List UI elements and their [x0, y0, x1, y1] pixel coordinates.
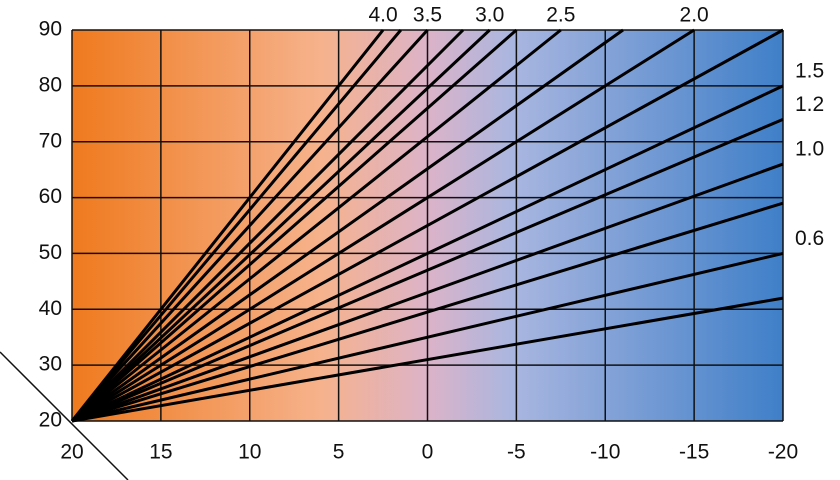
curve-label: 2.0 — [680, 4, 709, 27]
heating-curve — [70, 28, 465, 423]
x-tick-label: -20 — [768, 441, 798, 464]
x-tick-label: 10 — [238, 441, 261, 464]
heating-curve — [71, 251, 784, 423]
x-tick-label: 15 — [149, 441, 172, 464]
x-tick-label: 20 — [60, 441, 83, 464]
x-tick-label: -10 — [590, 441, 620, 464]
y-tick-label: 90 — [39, 18, 62, 41]
heating-curve — [70, 29, 385, 422]
axis-diagonal — [0, 351, 129, 480]
heating-curve — [71, 296, 784, 423]
y-tick-label: 60 — [39, 185, 62, 208]
curve-label: 3.5 — [413, 4, 442, 27]
y-tick-label: 40 — [39, 297, 62, 320]
curve-label: 1.2 — [795, 93, 824, 116]
heating-curve — [71, 162, 784, 423]
y-tick-label: 30 — [39, 353, 62, 376]
x-tick-label: -5 — [507, 441, 526, 464]
y-tick-label: 50 — [39, 241, 62, 264]
curve-label: 2.5 — [546, 4, 575, 27]
heating-curve — [71, 117, 784, 423]
y-tick-label: 80 — [39, 73, 62, 96]
heating-curve — [70, 28, 491, 423]
y-tick-label: 70 — [39, 129, 62, 152]
heating-curve — [71, 28, 624, 423]
x-tick-label: 0 — [422, 441, 434, 464]
curve-label: 1.0 — [795, 138, 824, 161]
curve-label: 0.6 — [795, 227, 824, 250]
curve-label: 4.0 — [368, 4, 397, 27]
heating-curve — [71, 28, 784, 423]
heating-curve — [70, 28, 429, 423]
x-tick-label: -15 — [679, 441, 709, 464]
heating-curve — [71, 201, 784, 423]
heating-curve — [71, 28, 562, 423]
x-tick-label: 5 — [333, 441, 345, 464]
heating-curve — [71, 28, 695, 423]
heating-curve — [71, 84, 784, 423]
curve-label: 1.5 — [795, 59, 824, 82]
curve-label: 3.0 — [475, 4, 504, 27]
y-tick-label: 20 — [39, 409, 62, 432]
heating-curve — [70, 29, 402, 422]
heating-curve — [71, 28, 518, 423]
